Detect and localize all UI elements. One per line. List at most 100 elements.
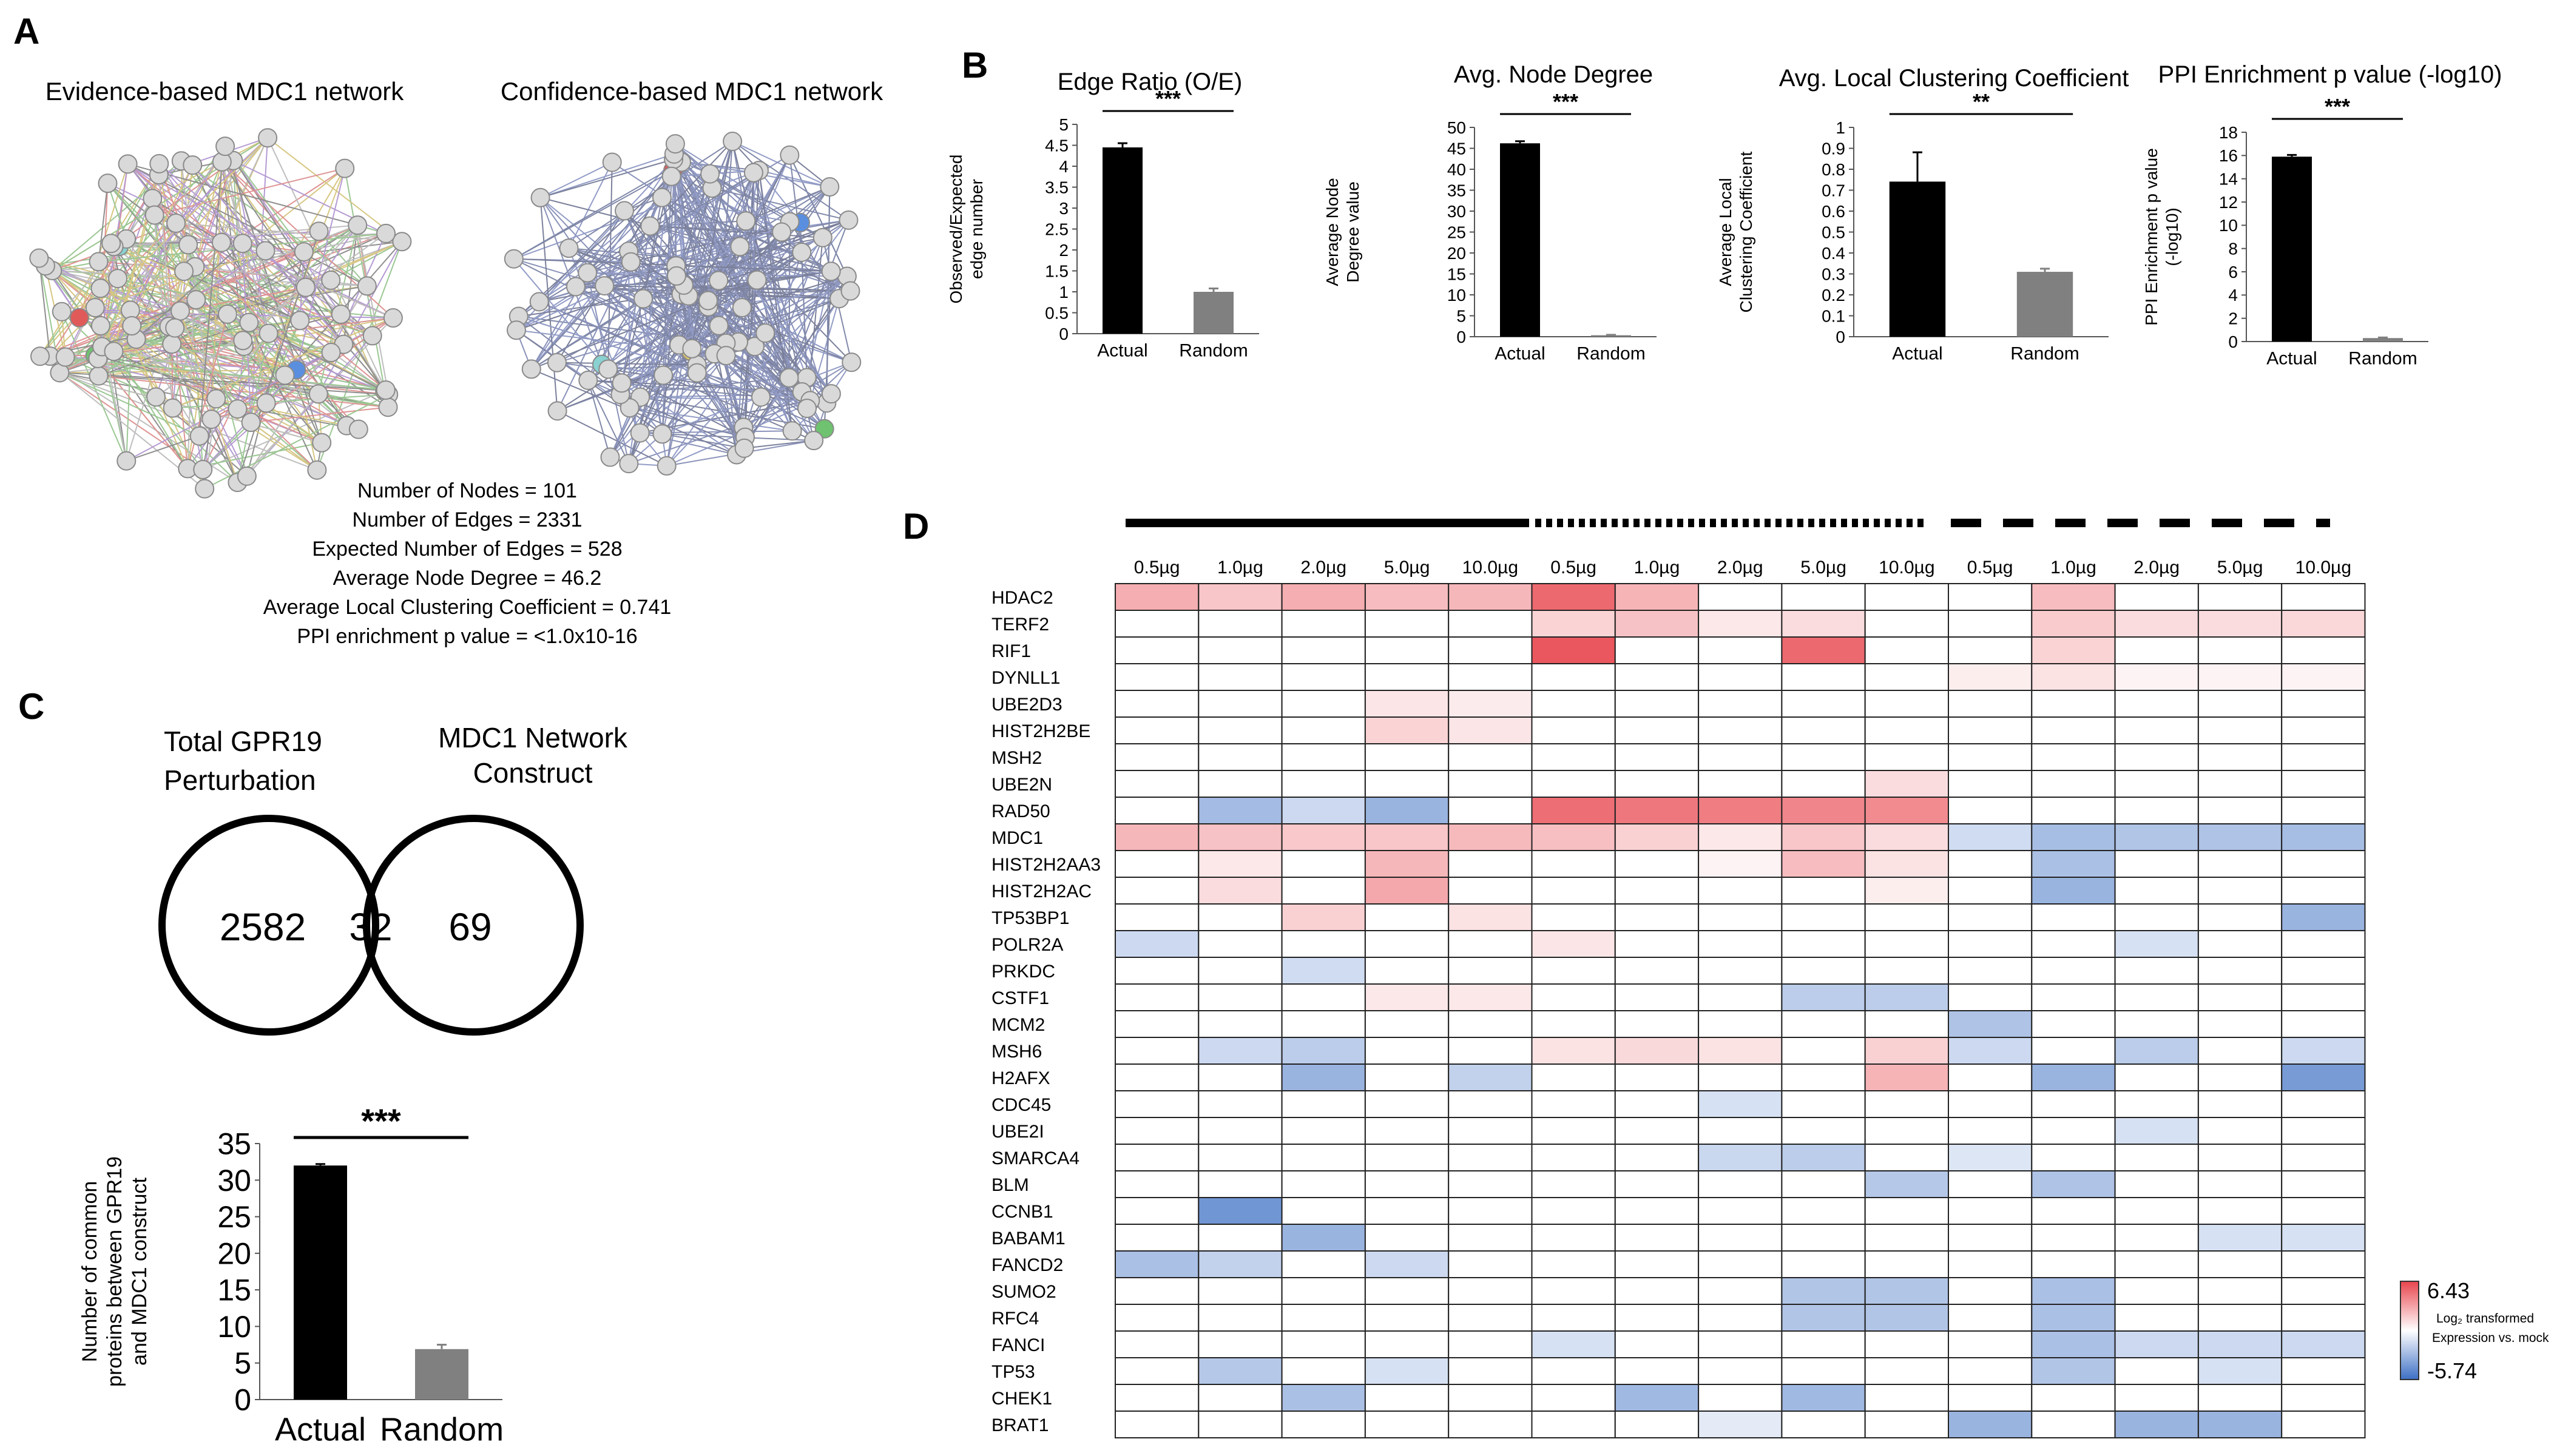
heatmap-cell	[1948, 1224, 2033, 1252]
network-edge	[45, 265, 243, 342]
heatmap-cell	[1948, 1277, 2033, 1305]
heatmap-cell	[2281, 1170, 2366, 1198]
network-edge	[155, 233, 387, 398]
heatmap-cell	[2197, 1197, 2283, 1225]
network-node	[682, 339, 702, 359]
heatmap-cell	[2114, 930, 2199, 958]
y-axis-label: Number of common	[78, 1181, 101, 1363]
heatmap-cell	[1281, 983, 1366, 1011]
heatmap-cell	[2281, 903, 2366, 931]
network-edge	[248, 322, 318, 471]
network-node	[376, 380, 396, 400]
heatmap-cell	[1948, 1357, 2033, 1385]
heatmap-cell	[1281, 957, 1366, 985]
heatmap-cell	[2281, 983, 2366, 1011]
chart-title: PPI Enrichment p value (-log10)	[2158, 61, 2502, 88]
network-node	[612, 373, 632, 393]
heatmap-cell	[1531, 930, 1616, 958]
heatmap-cell	[1364, 823, 1450, 851]
network-node	[716, 346, 736, 366]
heatmap-cell	[1531, 663, 1616, 691]
heatmap-cell	[1281, 583, 1366, 611]
network-edge	[540, 161, 613, 198]
heatmap-cell	[2031, 636, 2116, 664]
heatmap-cell	[1864, 1010, 1949, 1038]
heatmap-cell	[1198, 716, 1283, 744]
network-edge	[612, 161, 740, 248]
heatmap-cell	[1698, 610, 1783, 638]
heatmap-cell	[2281, 743, 2366, 771]
heatmap: 0.5µg 1.0µg 2.0µg 5.0µg 10.0µg 0.5µg 1.0µg 2.0µ…	[991, 558, 2366, 1438]
network-node	[171, 301, 191, 321]
y-tick-label: 35	[217, 1127, 251, 1161]
heatmap-cell	[1115, 1144, 1200, 1171]
heatmap-cell	[1531, 1330, 1616, 1358]
heatmap-row-label: UBE2I	[991, 1122, 1044, 1142]
heatmap-cell	[2114, 797, 2199, 824]
heatmap-cell	[1781, 743, 1866, 771]
heatmap-cell	[1281, 1224, 1366, 1252]
heatmap-cell	[1531, 1063, 1616, 1091]
heatmap-cell	[1448, 850, 1533, 878]
network-1-title: Evidence-based MDC1 network	[46, 77, 405, 106]
heatmap-cell	[2031, 1037, 2116, 1065]
heatmap-cell	[1115, 663, 1200, 691]
heatmap-column-label: 5.0µg	[1800, 558, 1846, 578]
network-node	[258, 323, 279, 343]
y-tick-label: 2	[1059, 241, 1069, 260]
heatmap-cell	[1698, 1010, 1783, 1038]
heatmap-cell	[1115, 1037, 1200, 1065]
heatmap-cell	[1115, 1250, 1200, 1278]
network-edge	[601, 363, 811, 402]
network-node	[186, 290, 206, 310]
network-node	[312, 433, 332, 453]
confidence-network-graph	[504, 132, 862, 476]
heatmap-cell	[1864, 1144, 1949, 1171]
heatmap-cell	[1614, 957, 1700, 985]
network-node	[165, 318, 185, 338]
heatmap-cell	[1198, 877, 1283, 905]
heatmap-cell	[1864, 1410, 1949, 1438]
network-node	[657, 456, 677, 476]
panel-d-label: D	[903, 506, 929, 547]
network-edge	[587, 380, 630, 464]
heatmap-cell	[1198, 663, 1283, 691]
heatmap-cell	[1115, 1357, 1200, 1385]
bar-actual	[1103, 147, 1143, 334]
network-node	[122, 316, 142, 336]
heatmap-cell	[1614, 1063, 1700, 1091]
network-node	[743, 163, 763, 183]
y-tick-label: 5	[1059, 115, 1069, 134]
category-label: Random	[2348, 349, 2417, 369]
network-edge	[154, 214, 394, 318]
network-node	[687, 363, 707, 383]
heatmap-cell	[2281, 770, 2366, 798]
heatmap-cell	[1281, 1277, 1366, 1305]
heatmap-cell	[1864, 770, 1949, 798]
heatmap-cell	[1948, 1144, 2033, 1171]
heatmap-row-label: RIF1	[991, 641, 1031, 661]
heatmap-cell	[1281, 1144, 1366, 1171]
network-stats: Number of Nodes = 101 Number of Edges = …	[263, 479, 672, 648]
y-tick-label: 35	[1447, 181, 1466, 200]
network-node	[598, 359, 618, 379]
heatmap-cell	[1698, 797, 1783, 824]
heatmap-cell	[2197, 850, 2283, 878]
network-nodes	[29, 128, 412, 499]
heatmap-cell	[2031, 1410, 2116, 1438]
network-edge	[661, 197, 790, 223]
y-tick-label: 18	[2219, 123, 2238, 142]
network-node	[296, 277, 316, 297]
heatmap-cell	[1698, 1117, 1783, 1145]
network-edge	[61, 271, 184, 312]
heatmap-cell	[1864, 877, 1949, 905]
heatmap-cell	[1115, 1117, 1200, 1145]
heatmap-cell	[1448, 1330, 1533, 1358]
heatmap-row-label: HDAC2	[991, 588, 1053, 608]
heatmap-cell	[1864, 1357, 1949, 1385]
heatmap-cell	[2197, 716, 2283, 744]
heatmap-cell	[1448, 823, 1533, 851]
heatmap-column-label: 10.0µg	[2295, 558, 2351, 578]
network-edge	[752, 172, 755, 347]
network-edge	[172, 394, 389, 409]
